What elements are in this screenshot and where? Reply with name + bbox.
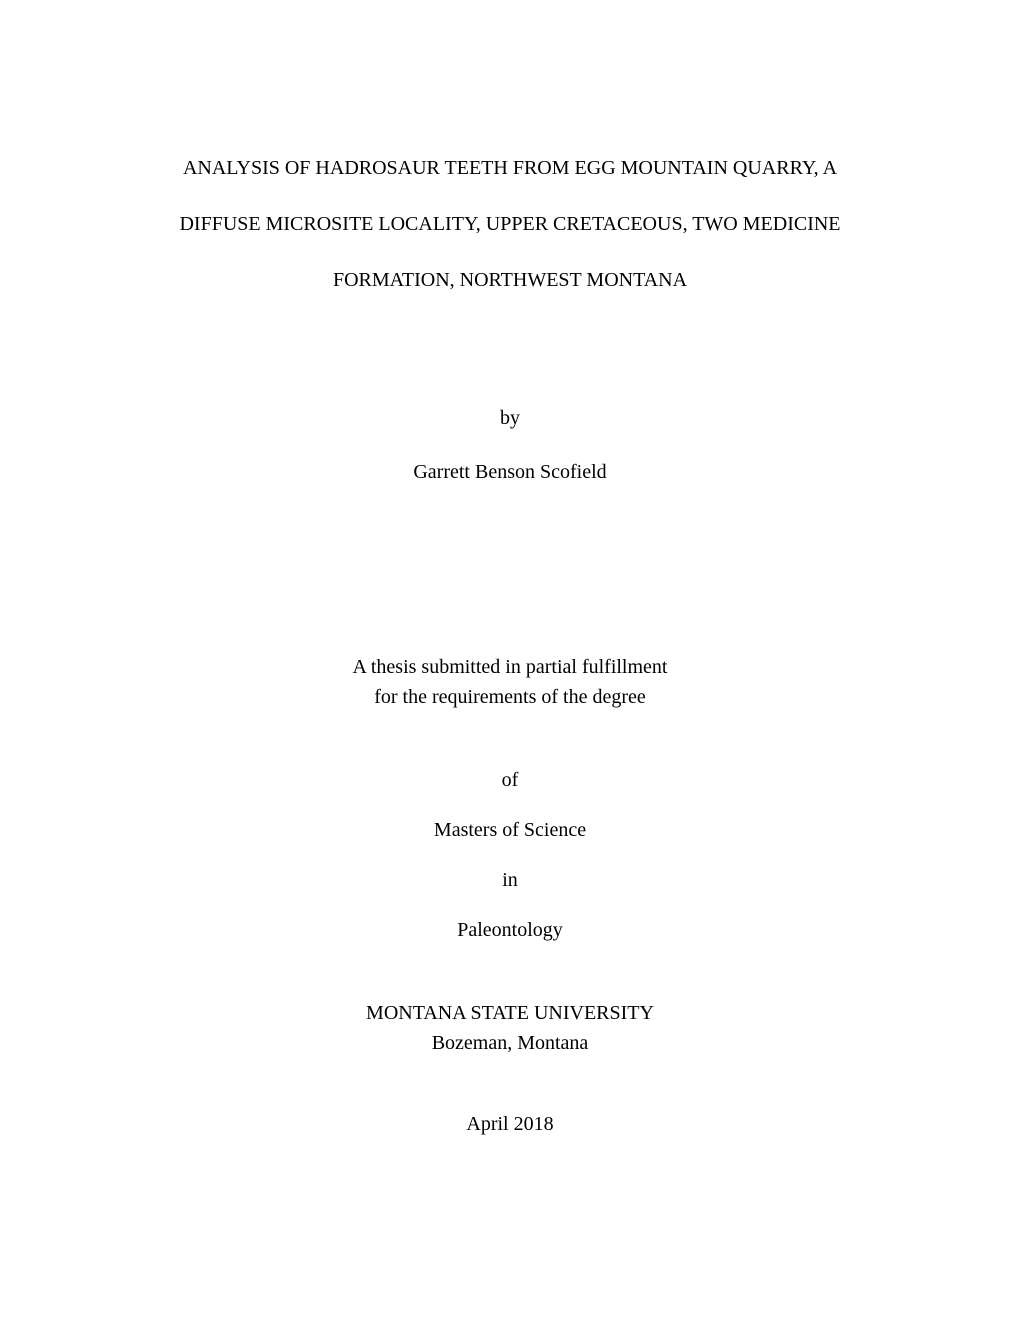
fulfillment-statement: A thesis submitted in partial fulfillmen… (130, 652, 890, 712)
degree-field: Paleontology (130, 917, 890, 943)
fulfillment-line-1: A thesis submitted in partial fulfillmen… (130, 652, 890, 682)
university-location: Bozeman, Montana (130, 1028, 890, 1058)
fulfillment-line-2: for the requirements of the degree (130, 682, 890, 712)
title-line-3: FORMATION, NORTHWEST MONTANA (130, 252, 890, 308)
thesis-title: ANALYSIS OF HADROSAUR TEETH FROM EGG MOU… (130, 140, 890, 308)
title-line-1: ANALYSIS OF HADROSAUR TEETH FROM EGG MOU… (130, 140, 890, 196)
thesis-date: April 2018 (130, 1113, 890, 1136)
degree-name: Masters of Science (130, 817, 890, 843)
university-name: MONTANA STATE UNIVERSITY (130, 998, 890, 1028)
degree-of: of (130, 767, 890, 793)
author-name: Garrett Benson Scofield (130, 452, 890, 492)
university-section: MONTANA STATE UNIVERSITY Bozeman, Montan… (130, 998, 890, 1058)
degree-in: in (130, 867, 890, 893)
title-line-2: DIFFUSE MICROSITE LOCALITY, UPPER CRETAC… (130, 196, 890, 252)
by-label: by (130, 398, 890, 438)
author-section: by Garrett Benson Scofield (130, 398, 890, 492)
degree-section: of Masters of Science in Paleontology (130, 767, 890, 943)
